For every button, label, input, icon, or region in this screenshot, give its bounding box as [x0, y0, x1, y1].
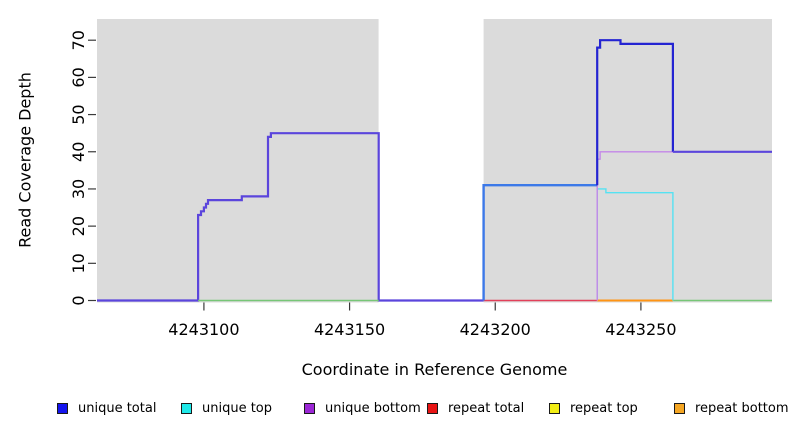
x-tick-label: 4243100: [168, 320, 239, 339]
legend-label: unique bottom: [325, 400, 421, 416]
legend-swatch-icon: [181, 402, 192, 414]
y-tick-label: 70: [69, 30, 88, 50]
y-tick-label: 0: [69, 295, 88, 305]
y-tick-label: 50: [69, 104, 88, 124]
y-tick-label: 30: [69, 179, 88, 199]
legend-item-unique-top: unique top: [181, 398, 272, 418]
legend-label: repeat bottom: [695, 400, 789, 416]
covered-region-left-background: [97, 19, 379, 303]
legend-item-unique-total: unique total: [57, 398, 156, 418]
legend-swatch-icon: [427, 402, 438, 414]
unique-total-bottom-overlap-left-line: [97, 132, 484, 302]
legend-swatch-icon: [57, 402, 68, 414]
y-tick-label: 60: [69, 67, 88, 87]
y-tick-label: 40: [69, 142, 88, 162]
coverage-plot-canvas: 4243100 4243150 4243200 4243250 0 10 20 30 40 50 6…: [69, 19, 772, 339]
legend-label: repeat top: [570, 400, 638, 416]
legend-swatch-icon: [304, 402, 315, 414]
legend-label: unique total: [78, 400, 157, 416]
x-tick-label: 4243250: [605, 320, 676, 339]
legend-item-repeat-top: repeat top: [549, 398, 638, 418]
legend-item-repeat-bottom: repeat bottom: [674, 398, 789, 418]
legend-label: repeat total: [448, 400, 525, 416]
legend-item-repeat-total: repeat total: [427, 398, 524, 418]
legend-label: unique top: [202, 400, 273, 416]
y-tick-label: 20: [69, 216, 88, 236]
covered-region-right-background: [483, 19, 772, 303]
legend-swatch-icon: [549, 402, 560, 414]
y-tick-label: 10: [69, 253, 88, 273]
legend: unique total unique top unique bottom repea…: [0, 398, 792, 420]
legend-swatch-icon: [674, 402, 685, 414]
x-tick-label: 4243200: [460, 320, 531, 339]
y-axis-title: Read Coverage Depth: [15, 72, 35, 248]
uncovered-gap-background: [378, 19, 484, 303]
unique-total-peak-line: [596, 39, 675, 186]
legend-item-unique-bottom: unique bottom: [304, 398, 421, 418]
unique-bottom-steps-line: [596, 151, 772, 301]
x-axis-title: Coordinate in Reference Genome: [301, 360, 568, 379]
unique-total-31-plateau-line: [482, 183, 598, 301]
x-tick-label: 4243150: [314, 320, 385, 339]
